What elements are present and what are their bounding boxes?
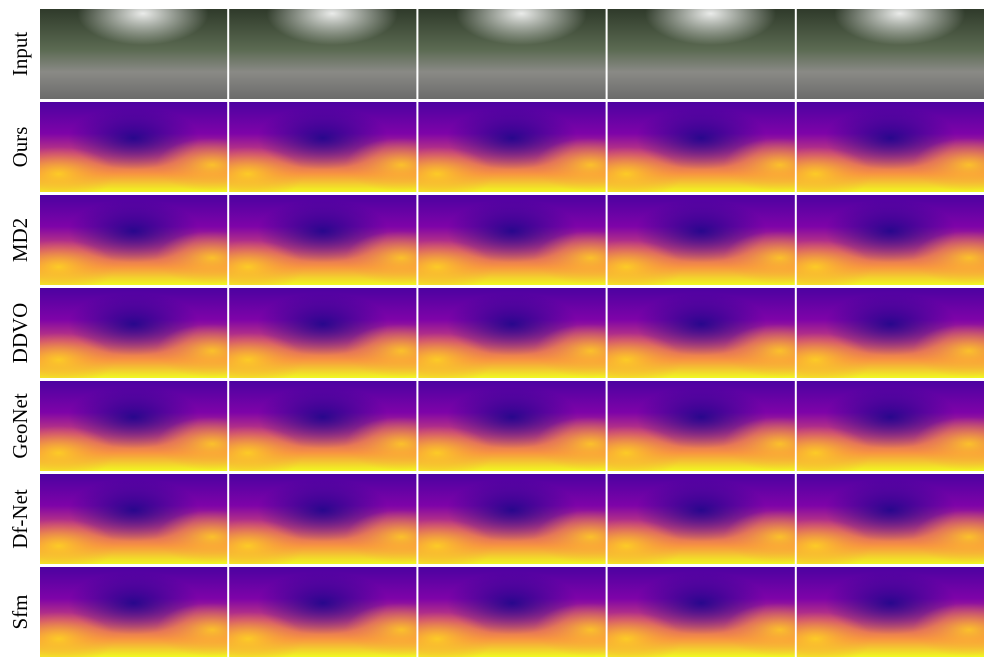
depth-near-right bbox=[229, 474, 416, 564]
input-sky bbox=[797, 9, 984, 99]
page: InputOursMD2DDVOGeoNetDf-NetSfm (() => {… bbox=[0, 0, 984, 657]
depth-near-right bbox=[797, 195, 984, 285]
row-label: Ours bbox=[8, 127, 32, 168]
depth-near-right bbox=[418, 195, 605, 285]
depth-near-right bbox=[608, 474, 795, 564]
depth-near-right bbox=[608, 381, 795, 471]
row-label: GeoNet bbox=[8, 393, 32, 458]
depth-near-right bbox=[418, 567, 605, 657]
row-label: MD2 bbox=[8, 218, 32, 262]
depth-near-right bbox=[797, 102, 984, 192]
depth-near-right bbox=[418, 474, 605, 564]
depth-near-right bbox=[40, 567, 227, 657]
row-label: DDVO bbox=[8, 303, 32, 364]
depth-near-right bbox=[608, 567, 795, 657]
depth-near-right bbox=[608, 102, 795, 192]
depth-near-right bbox=[418, 288, 605, 378]
depth-near-right bbox=[40, 474, 227, 564]
depth-near-right bbox=[608, 288, 795, 378]
depth-near-right bbox=[229, 195, 416, 285]
depth-near-right bbox=[40, 195, 227, 285]
depth-near-right bbox=[797, 381, 984, 471]
depth-near-right bbox=[229, 381, 416, 471]
depth-near-right bbox=[229, 102, 416, 192]
depth-near-right bbox=[40, 102, 227, 192]
row-label: Sfm bbox=[8, 594, 32, 629]
depth-near-right bbox=[229, 288, 416, 378]
row-label: Input bbox=[8, 32, 32, 76]
depth-near-right bbox=[418, 102, 605, 192]
depth-near-right bbox=[608, 195, 795, 285]
depth-near-right bbox=[40, 288, 227, 378]
input-sky bbox=[40, 9, 227, 99]
depth-near-right bbox=[40, 381, 227, 471]
input-sky bbox=[418, 9, 605, 99]
depth-near-right bbox=[229, 567, 416, 657]
depth-near-right bbox=[797, 567, 984, 657]
depth-near-right bbox=[797, 288, 984, 378]
row-label: Df-Net bbox=[8, 489, 32, 549]
input-sky bbox=[229, 9, 416, 99]
input-sky bbox=[608, 9, 795, 99]
figure: Input Ours MD2 DDVO GeoNet Df-Net Sfm bbox=[0, 0, 984, 657]
depth-near-right bbox=[418, 381, 605, 471]
depth-near-right bbox=[797, 474, 984, 564]
